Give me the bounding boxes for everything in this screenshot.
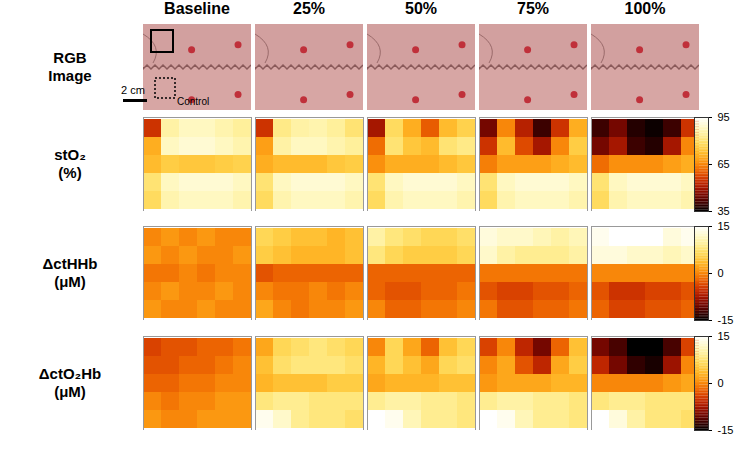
svg-text:-15: -15: [718, 314, 734, 326]
svg-text:95: 95: [718, 111, 730, 123]
html-text:RGB: RGB: [53, 49, 87, 66]
svg-text:65: 65: [718, 158, 730, 170]
html-text:(μM): (μM): [54, 383, 86, 400]
html-text:ΔctHHb: ΔctHHb: [42, 255, 98, 272]
svg-text:0: 0: [718, 377, 724, 389]
svg-text:-15: -15: [718, 424, 734, 436]
html-text:stO₂: stO₂: [54, 146, 86, 163]
html-text:75%: 75%: [517, 0, 549, 17]
html-text:2 cm: 2 cm: [121, 84, 145, 96]
html-text:Control: Control: [177, 96, 210, 107]
svg-text:15: 15: [718, 330, 730, 342]
svg-text:35: 35: [718, 205, 730, 217]
html-text:25%: 25%: [293, 0, 325, 17]
html-text:ΔctO₂Hb: ΔctO₂Hb: [38, 365, 102, 382]
html-text:100%: 100%: [624, 0, 666, 17]
html-text:Baseline: Baseline: [164, 0, 230, 17]
html-text:Image: Image: [48, 67, 92, 84]
svg-text:15: 15: [718, 220, 730, 232]
html-text:50%: 50%: [405, 0, 437, 17]
html-text:(μM): (μM): [54, 273, 86, 290]
svg-text:0: 0: [718, 267, 724, 279]
